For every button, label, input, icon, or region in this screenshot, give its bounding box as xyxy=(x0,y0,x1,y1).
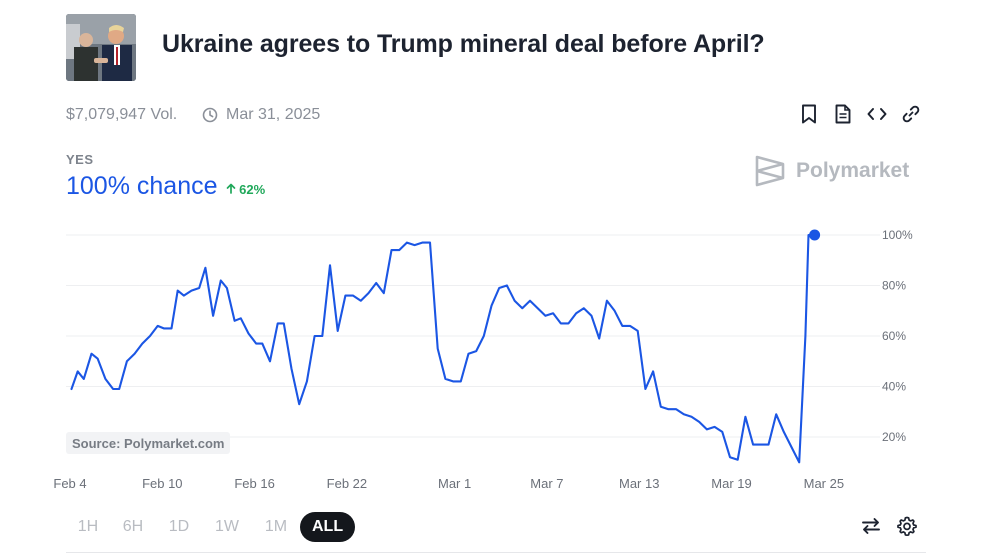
x-tick-label: Mar 13 xyxy=(619,476,659,491)
range-all-button[interactable]: ALL xyxy=(300,512,356,542)
range-1w-button[interactable]: 1W xyxy=(215,518,239,535)
bookmark-icon xyxy=(802,104,816,124)
embed-code-icon xyxy=(867,108,887,120)
chance-row: 100% chance 62% xyxy=(66,172,265,201)
bottom-divider xyxy=(66,552,926,553)
thumbnail-image xyxy=(66,14,136,81)
y-tick-label: 60% xyxy=(882,329,906,343)
y-tick-label: 20% xyxy=(882,430,906,444)
bookmark-button[interactable] xyxy=(798,103,820,125)
polymarket-brand: Polymarket xyxy=(754,154,909,188)
series-line-yes xyxy=(70,233,816,464)
arrow-up-icon xyxy=(226,183,235,194)
range-6h-button[interactable]: 6H xyxy=(122,518,144,535)
volume-info: $7,079,947 Vol. xyxy=(66,106,177,124)
y-tick-label: 80% xyxy=(882,279,906,293)
brand-name: Polymarket xyxy=(796,159,910,182)
x-axis-labels: Feb 4 Feb 10 Feb 16 Feb 22 Mar 1 Mar 7 Mar 13 M… xyxy=(53,476,844,491)
settings-gear-icon xyxy=(897,516,917,536)
end-date-text: Mar 31, 2025 xyxy=(226,106,321,123)
polymarket-logo-icon xyxy=(755,155,785,187)
y-tick-label: 40% xyxy=(882,380,906,394)
y-tick-label: 100% xyxy=(882,228,913,242)
x-tick-label: Feb 10 xyxy=(142,476,182,491)
copy-link-button[interactable] xyxy=(900,103,922,125)
end-date-info: Mar 31, 2025 xyxy=(202,106,320,124)
price-chart: 100% 80% 60% 40% 20% Feb 4 Feb 10 Feb 16 Feb 22… xyxy=(53,228,913,491)
market-actions xyxy=(798,103,922,125)
swap-axes-button[interactable] xyxy=(860,515,882,537)
embed-button[interactable] xyxy=(866,103,888,125)
x-tick-label: Mar 1 xyxy=(438,476,471,491)
chart-settings-button[interactable] xyxy=(896,515,918,537)
x-tick-label: Mar 25 xyxy=(804,476,844,491)
range-1h-button[interactable]: 1H xyxy=(77,518,99,535)
source-note: Source: Polymarket.com xyxy=(66,432,231,454)
swap-arrows-icon xyxy=(862,518,880,534)
x-tick-label: Mar 7 xyxy=(530,476,563,491)
x-tick-label: Feb 22 xyxy=(327,476,367,491)
volume-text: $7,079,947 Vol. xyxy=(66,106,178,123)
chance-value: 100% chance xyxy=(66,172,218,200)
chart-tools xyxy=(860,515,918,537)
x-tick-label: Feb 16 xyxy=(234,476,274,491)
x-tick-label: Feb 4 xyxy=(53,476,86,491)
outcome-label: YES xyxy=(66,152,94,167)
series-end-point xyxy=(809,229,821,241)
range-1m-button[interactable]: 1M xyxy=(264,518,288,535)
y-axis-labels: 100% 80% 60% 40% 20% xyxy=(882,228,913,444)
document-icon xyxy=(835,104,851,124)
change-value: 62% xyxy=(239,182,266,197)
chart-grid xyxy=(66,234,880,438)
market-title: Ukraine agrees to Trump mineral deal bef… xyxy=(162,30,765,58)
market-thumbnail xyxy=(66,14,136,81)
link-icon xyxy=(902,105,920,123)
range-1d-button[interactable]: 1D xyxy=(168,518,190,535)
x-tick-label: Mar 19 xyxy=(711,476,751,491)
time-range-selector: 1H 6H 1D 1W 1M ALL xyxy=(66,512,356,542)
document-button[interactable] xyxy=(832,103,854,125)
change-badge: 62% xyxy=(226,182,266,197)
clock-icon xyxy=(202,107,218,123)
